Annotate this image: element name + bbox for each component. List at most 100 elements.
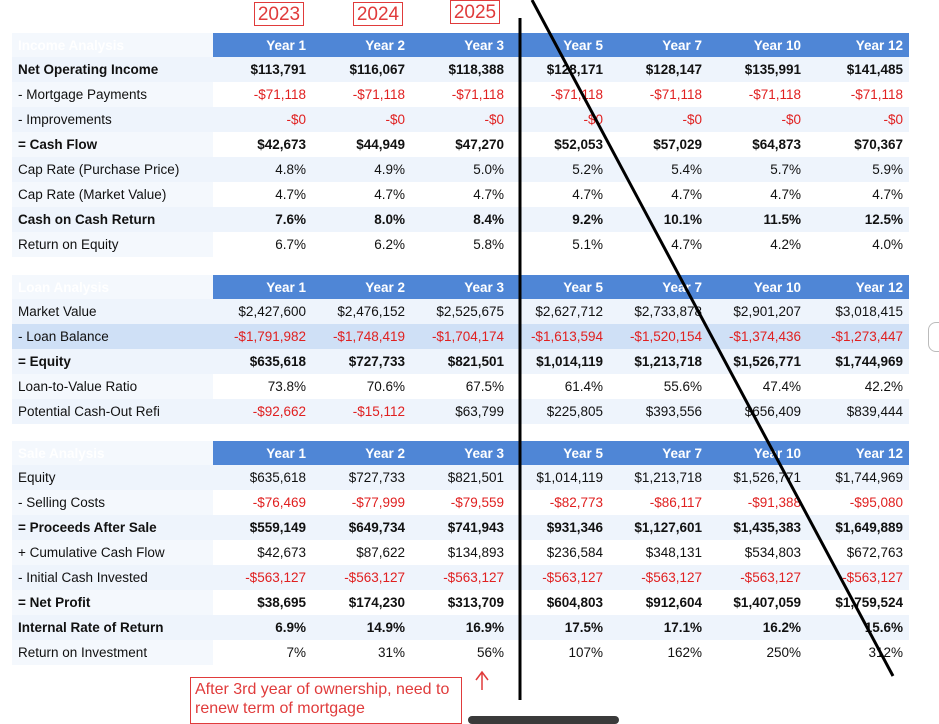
table-cell[interactable]: -$0 xyxy=(609,107,708,132)
table-cell[interactable]: -$71,118 xyxy=(850,87,903,102)
table-cell[interactable]: $2,476,152 xyxy=(312,299,411,324)
table-cell[interactable]: $727,733 xyxy=(312,465,411,490)
table-row[interactable]: - Mortgage Payments -$71,118 -$71,118 -$71,… xyxy=(12,82,909,107)
horizontal-scrollbar[interactable] xyxy=(468,716,619,724)
table-cell[interactable]: $42,673 xyxy=(257,137,306,152)
table-row[interactable]: Return on Equity 6.7% 6.2% 5.8% 5.1% 4.7% 4.2%… xyxy=(12,232,909,257)
table-cell[interactable]: 17.5% xyxy=(510,615,609,640)
table-cell[interactable]: -$0 xyxy=(510,107,609,132)
table-cell[interactable]: $70,367 xyxy=(854,137,903,152)
table-cell[interactable]: $604,803 xyxy=(546,595,603,610)
table-cell[interactable]: 107% xyxy=(568,645,603,660)
table-cell[interactable]: 7.6% xyxy=(213,207,312,232)
table-cell[interactable]: -$1,520,154 xyxy=(609,324,708,349)
table-cell[interactable]: 5.2% xyxy=(510,157,609,182)
table-cell[interactable]: $113,791 xyxy=(213,57,312,82)
table-row[interactable]: Equity $635,618 $727,733 $821,501 $1,014,119… xyxy=(12,465,909,490)
table-cell[interactable]: 4.7% xyxy=(671,237,702,252)
table-cell[interactable]: 9.2% xyxy=(510,207,609,232)
table-cell[interactable]: $1,213,718 xyxy=(609,349,708,374)
table-cell[interactable]: $821,501 xyxy=(411,349,510,374)
table-cell[interactable]: 12.5% xyxy=(807,207,909,232)
table-cell[interactable]: $141,485 xyxy=(807,57,909,82)
table-cell[interactable]: $727,733 xyxy=(312,349,411,374)
table-row[interactable]: Market Value $2,427,600 $2,476,152 $2,525,6… xyxy=(12,299,909,324)
table-cell[interactable]: $128,171 xyxy=(510,57,609,82)
table-cell[interactable]: 8.0% xyxy=(312,207,411,232)
table-cell[interactable]: $57,029 xyxy=(653,137,702,152)
table-cell[interactable]: 162% xyxy=(667,645,702,660)
table-cell[interactable]: $1,744,969 xyxy=(807,465,909,490)
table-cell[interactable]: 70.6% xyxy=(366,379,405,394)
table-cell[interactable]: -$563,127 xyxy=(411,565,510,590)
table-cell[interactable]: -$71,118 xyxy=(649,87,702,102)
table-row[interactable]: = Net Profit $38,695 $174,230 $313,709 $604,… xyxy=(12,590,909,615)
table-cell[interactable]: 250% xyxy=(766,645,801,660)
table-cell[interactable]: $348,131 xyxy=(645,545,702,560)
table-cell[interactable]: $128,147 xyxy=(609,57,708,82)
table-cell[interactable]: 4.0% xyxy=(872,237,903,252)
table-cell[interactable]: 56% xyxy=(476,645,504,660)
table-row[interactable]: - Improvements -$0 -$0 -$0 -$0 -$0 -$0 -$0 xyxy=(12,107,909,132)
table-cell[interactable]: 5.8% xyxy=(473,237,504,252)
table-cell[interactable]: $2,627,712 xyxy=(510,299,609,324)
table-cell[interactable]: $1,014,119 xyxy=(510,465,609,490)
table-cell[interactable]: 15.6% xyxy=(807,615,909,640)
table-cell[interactable]: 8.4% xyxy=(411,207,510,232)
table-row[interactable]: Cash on Cash Return 7.6% 8.0% 8.4% 9.2% 10.1%… xyxy=(12,207,909,232)
table-cell[interactable]: $44,949 xyxy=(356,137,405,152)
table-cell[interactable]: 17.1% xyxy=(609,615,708,640)
table-cell[interactable]: $2,525,675 xyxy=(411,299,510,324)
table-cell[interactable]: 11.5% xyxy=(708,207,807,232)
table-cell[interactable]: 5.9% xyxy=(807,157,909,182)
table-cell[interactable]: $635,618 xyxy=(213,349,312,374)
table-cell[interactable]: $1,744,969 xyxy=(807,349,909,374)
table-cell[interactable]: 73.8% xyxy=(267,379,306,394)
table-cell[interactable]: 4.7% xyxy=(473,187,504,202)
table-row[interactable]: Cap Rate (Market Value) 4.7% 4.7% 4.7% 4.7% 4… xyxy=(12,182,909,207)
table-cell[interactable]: -$1,748,419 xyxy=(312,324,411,349)
table-row[interactable]: = Proceeds After Sale $559,149 $649,734 $74… xyxy=(12,515,909,540)
table-cell[interactable]: -$0 xyxy=(213,107,312,132)
table-cell[interactable]: $174,230 xyxy=(348,595,405,610)
table-cell[interactable]: $534,803 xyxy=(744,545,801,560)
table-cell[interactable]: 5.4% xyxy=(609,157,708,182)
table-cell[interactable]: 67.5% xyxy=(465,379,504,394)
table-cell[interactable]: 4.7% xyxy=(572,187,603,202)
table-cell[interactable]: 4.8% xyxy=(213,157,312,182)
table-cell[interactable]: 14.9% xyxy=(312,615,411,640)
table-cell[interactable]: -$95,080 xyxy=(849,495,903,510)
table-row[interactable]: Loan-to-Value Ratio 73.8% 70.6% 67.5% 61.4% 5… xyxy=(12,374,909,399)
table-cell[interactable]: -$82,773 xyxy=(549,495,603,510)
table-cell[interactable]: -$76,469 xyxy=(252,495,306,510)
table-cell[interactable]: -$563,127 xyxy=(510,565,609,590)
table-cell[interactable]: -$0 xyxy=(708,107,807,132)
table-cell[interactable]: -$77,999 xyxy=(351,495,405,510)
table-cell[interactable]: 47.4% xyxy=(762,379,801,394)
table-cell[interactable]: 6.2% xyxy=(374,237,405,252)
table-cell[interactable]: 6.7% xyxy=(275,237,306,252)
table-cell[interactable]: -$15,112 xyxy=(312,399,411,424)
table-cell[interactable]: $42,673 xyxy=(257,545,306,560)
table-cell[interactable]: -$71,118 xyxy=(253,87,306,102)
table-row[interactable]: Potential Cash-Out Refi -$92,662 -$15,112 $… xyxy=(12,399,909,424)
table-cell[interactable]: $1,526,771 xyxy=(708,349,807,374)
table-cell[interactable]: $1,649,889 xyxy=(807,515,909,540)
table-cell[interactable]: $225,805 xyxy=(510,399,609,424)
table-cell[interactable]: $912,604 xyxy=(645,595,702,610)
table-cell[interactable]: 5.7% xyxy=(708,157,807,182)
table-cell[interactable]: -$563,127 xyxy=(312,565,411,590)
table-cell[interactable]: 5.1% xyxy=(572,237,603,252)
table-cell[interactable]: -$563,127 xyxy=(213,565,312,590)
table-cell[interactable]: $741,943 xyxy=(411,515,510,540)
table-cell[interactable]: $559,149 xyxy=(213,515,312,540)
table-row[interactable]: = Equity $635,618 $727,733 $821,501 $1,014,1… xyxy=(12,349,909,374)
table-cell[interactable]: $116,067 xyxy=(312,57,411,82)
table-cell[interactable]: 4.7% xyxy=(770,187,801,202)
table-cell[interactable]: 42.2% xyxy=(864,379,903,394)
table-row[interactable]: Net Operating Income $113,791 $116,067 $118… xyxy=(12,57,909,82)
table-cell[interactable]: -$79,559 xyxy=(450,495,504,510)
table-cell[interactable]: $1,014,119 xyxy=(510,349,609,374)
table-row[interactable]: - Loan Balance -$1,791,982 -$1,748,419 -$1,… xyxy=(12,324,909,349)
table-cell[interactable]: $52,053 xyxy=(554,137,603,152)
